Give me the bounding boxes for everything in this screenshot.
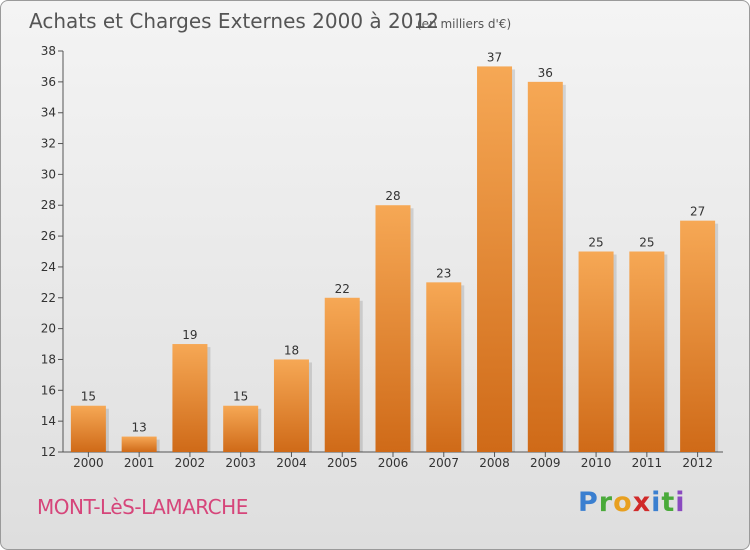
x-tick-label-2000: 2000 (73, 456, 104, 470)
x-tick-label-2001: 2001 (124, 456, 155, 470)
chart-subtitle: (en milliers d'€) (417, 17, 511, 31)
bar-2008 (477, 66, 513, 452)
bar-2003 (223, 405, 259, 452)
brand-letter: x (632, 487, 652, 518)
y-tick-label: 28 (41, 198, 56, 212)
y-tick-label: 12 (41, 445, 56, 459)
bar-2007 (426, 282, 462, 452)
x-tick-label-2011: 2011 (632, 456, 663, 470)
brand-letter: r (598, 487, 614, 518)
y-tick-label: 18 (41, 352, 56, 366)
y-axis: 12 14 16 18 20 22 24 26 28 30 32 34 36 38 (41, 44, 64, 459)
y-tick-label: 14 (41, 414, 56, 428)
bar-2006 (375, 205, 411, 452)
x-tick-label-2010: 2010 (581, 456, 612, 470)
data-label-2001: 13 (132, 421, 147, 435)
bar-2000 (70, 405, 106, 452)
bar-2002 (172, 344, 208, 452)
y-tick-label: 32 (41, 137, 56, 151)
x-tick-label-2004: 2004 (276, 456, 307, 470)
chart-title: Achats et Charges Externes 2000 à 2012 (29, 9, 439, 33)
y-tick-label: 30 (41, 167, 56, 181)
brand-letter: i (651, 487, 662, 518)
x-tick-label-2003: 2003 (225, 456, 256, 470)
x-tick-label-2012: 2012 (682, 456, 713, 470)
x-tick-label-2007: 2007 (428, 456, 459, 470)
bar-2005 (324, 297, 360, 452)
bar-2011 (629, 251, 665, 452)
y-tick-label: 16 (41, 383, 56, 397)
brand-letter: i (675, 487, 686, 518)
bar-2010 (578, 251, 614, 452)
data-label-2003: 15 (233, 390, 248, 404)
bars: 15 13 19 15 18 22 28 23 37 36 25 25 27 (70, 50, 719, 452)
data-label-2000: 15 (81, 390, 96, 404)
y-tick-label: 26 (41, 229, 56, 243)
x-tick-label-2006: 2006 (378, 456, 409, 470)
x-tick-label-2005: 2005 (327, 456, 358, 470)
x-tick-label-2009: 2009 (530, 456, 561, 470)
data-label-2002: 19 (182, 328, 197, 342)
bar-2004 (273, 359, 309, 452)
data-label-2011: 25 (639, 236, 654, 250)
brand-letter: o (613, 487, 633, 518)
commune-name: MONT-LèS-LAMARCHE (37, 495, 248, 519)
y-tick-label: 34 (41, 106, 56, 120)
y-tick-label: 22 (41, 291, 56, 305)
data-label-2010: 25 (588, 236, 603, 250)
data-label-2008: 37 (487, 50, 502, 64)
bar-2001 (121, 436, 157, 452)
y-tick-label: 20 (41, 322, 56, 336)
data-label-2012: 27 (690, 205, 705, 219)
brand-letter: t (661, 487, 676, 518)
data-label-2007: 23 (436, 266, 451, 280)
data-label-2005: 22 (335, 282, 350, 296)
y-tick-label: 36 (41, 75, 56, 89)
x-axis: 2000 2001 2002 2003 2004 2005 2006 2007 2008 2009… (63, 451, 723, 470)
x-tick-label-2002: 2002 (175, 456, 206, 470)
y-tick-label: 38 (41, 44, 56, 58)
y-tick-label: 24 (41, 260, 56, 274)
brand-logo: Proxiti (578, 487, 686, 518)
bar-2009 (527, 81, 563, 452)
data-label-2006: 28 (385, 189, 400, 203)
data-label-2004: 18 (284, 343, 299, 357)
brand-letter: P (578, 487, 599, 518)
bar-2012 (680, 220, 716, 452)
x-tick-label-2008: 2008 (479, 456, 510, 470)
data-label-2009: 36 (538, 66, 553, 80)
